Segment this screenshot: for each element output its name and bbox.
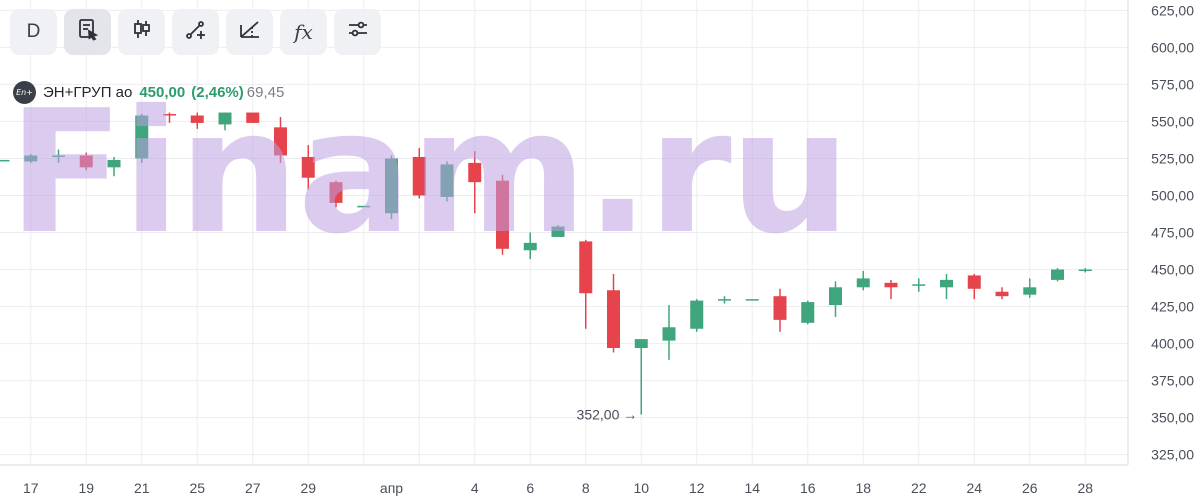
candle-body xyxy=(24,155,38,162)
x-tick-label: 24 xyxy=(966,480,982,496)
y-tick-label: 500,00 xyxy=(1151,187,1194,203)
candle-body xyxy=(79,155,93,168)
x-tick-label: 26 xyxy=(1022,480,1038,496)
candle-body xyxy=(218,112,232,125)
candle-body xyxy=(246,112,260,123)
y-tick-label: 350,00 xyxy=(1151,410,1194,426)
x-tick-label: 4 xyxy=(471,480,479,496)
candle-body xyxy=(357,205,371,208)
x-tick-label: 16 xyxy=(800,480,816,496)
chart-type-button[interactable] xyxy=(118,9,165,55)
candle-body xyxy=(801,302,815,323)
x-tick-label: 10 xyxy=(633,480,649,496)
candle-body xyxy=(1023,287,1037,295)
notes-icon xyxy=(76,17,100,47)
candle-body xyxy=(995,291,1009,297)
draw-line-icon xyxy=(184,17,208,47)
instrument-name: ЭН+ГРУП ао xyxy=(43,84,133,101)
x-tick-label: 22 xyxy=(911,480,927,496)
candle-body xyxy=(52,155,65,157)
y-tick-label: 325,00 xyxy=(1151,447,1194,463)
candle-body xyxy=(745,299,759,301)
candle-body xyxy=(468,162,482,183)
candle-body xyxy=(190,115,204,123)
y-tick-label: 425,00 xyxy=(1151,299,1194,315)
x-tick-label: 21 xyxy=(134,480,150,496)
draw-line-button[interactable] xyxy=(172,9,219,55)
x-tick-label: 27 xyxy=(245,480,261,496)
y-tick-label: 575,00 xyxy=(1151,76,1194,92)
interval-button[interactable]: D xyxy=(10,9,57,55)
y-tick-label: 450,00 xyxy=(1151,262,1194,278)
candle-body xyxy=(163,114,176,116)
x-tick-label: 25 xyxy=(189,480,205,496)
price-change: (2,46%) xyxy=(191,84,244,101)
candles-icon xyxy=(130,17,154,47)
y-tick-label: 400,00 xyxy=(1151,336,1194,352)
candle-body xyxy=(0,159,10,162)
fan-icon xyxy=(238,17,262,47)
settings-button[interactable] xyxy=(334,9,381,55)
y-tick-label: 475,00 xyxy=(1151,225,1194,241)
interval-label: D xyxy=(26,21,41,42)
candle-body xyxy=(551,226,565,237)
x-tick-label: 17 xyxy=(23,480,39,496)
candle-body xyxy=(690,300,704,329)
candle-body xyxy=(329,182,343,203)
y-tick-label: 600,00 xyxy=(1151,39,1194,55)
y-tick-label: 375,00 xyxy=(1151,373,1194,389)
last-price: 450,00 xyxy=(139,84,186,101)
candle-body xyxy=(274,127,287,156)
fan-button[interactable] xyxy=(226,9,273,55)
x-tick-label: апр xyxy=(380,480,403,496)
candle-body xyxy=(523,242,537,251)
indicators-button[interactable]: fx xyxy=(280,9,327,55)
candle-body xyxy=(829,287,842,306)
candle-body xyxy=(301,156,315,178)
candle-body xyxy=(496,180,509,249)
candle-body xyxy=(718,299,731,301)
candle-body xyxy=(773,296,787,320)
y-tick-label: 550,00 xyxy=(1151,113,1194,129)
x-tick-label: 12 xyxy=(689,480,705,496)
candle-body xyxy=(412,156,426,196)
y-tick-label: 525,00 xyxy=(1151,150,1194,166)
candle-body xyxy=(884,282,898,288)
indicators-icon: fx xyxy=(294,20,313,44)
y-tick-label: 625,00 xyxy=(1151,2,1194,18)
candle-body xyxy=(385,158,398,214)
instrument-legend: En+ ЭН+ГРУП ао 450,00 (2,46%) 69,45 xyxy=(13,81,284,104)
candle-body xyxy=(940,279,953,288)
x-tick-label: 19 xyxy=(78,480,94,496)
candle-body xyxy=(135,115,149,159)
x-tick-label: 8 xyxy=(582,480,590,496)
legend-extra-value: 69,45 xyxy=(246,84,285,101)
x-tick-label: 14 xyxy=(744,480,760,496)
x-tick-label: 18 xyxy=(855,480,871,496)
min-price-annotation: 352,00 → xyxy=(577,407,638,423)
candle-body xyxy=(579,241,593,294)
x-tick-label: 29 xyxy=(300,480,316,496)
candle-body xyxy=(1078,269,1092,272)
candle-body xyxy=(856,278,870,288)
candle-body xyxy=(967,275,981,289)
x-tick-label: 6 xyxy=(526,480,534,496)
notes-button[interactable] xyxy=(64,9,111,55)
candle-body xyxy=(607,290,620,349)
x-tick-label: 28 xyxy=(1077,480,1093,496)
candle-body xyxy=(912,284,926,286)
instrument-logo: En+ xyxy=(13,81,36,104)
candle-body xyxy=(107,159,121,168)
candle-body xyxy=(440,164,454,197)
chart-toolbar: D fx xyxy=(10,9,381,55)
candle-body xyxy=(634,339,648,349)
candle-body xyxy=(662,327,676,341)
candle-body xyxy=(1051,269,1064,280)
settings-sliders-icon xyxy=(346,17,370,47)
